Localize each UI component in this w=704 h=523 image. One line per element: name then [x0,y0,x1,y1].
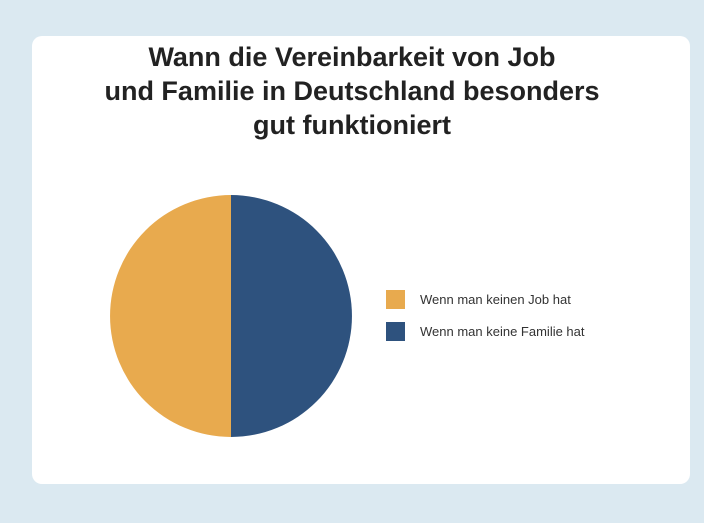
legend-item-no-family: Wenn man keine Familie hat [386,321,585,341]
title-line-2: und Familie in Deutschland besonders [104,76,600,106]
chart-title: Wann die Vereinbarkeit von Job und Famil… [0,40,704,142]
title-line-1: Wann die Vereinbarkeit von Job [148,42,556,72]
pie-slice-1 [231,195,352,437]
legend: Wenn man keinen Job hat Wenn man keine F… [386,289,585,353]
legend-item-no-job: Wenn man keinen Job hat [386,289,585,309]
legend-label: Wenn man keine Familie hat [420,323,585,339]
legend-label: Wenn man keinen Job hat [420,291,571,307]
title-line-3: gut funktioniert [253,110,451,140]
legend-swatch [386,289,405,309]
legend-swatch [386,321,405,341]
pie-slice-0 [110,195,231,437]
